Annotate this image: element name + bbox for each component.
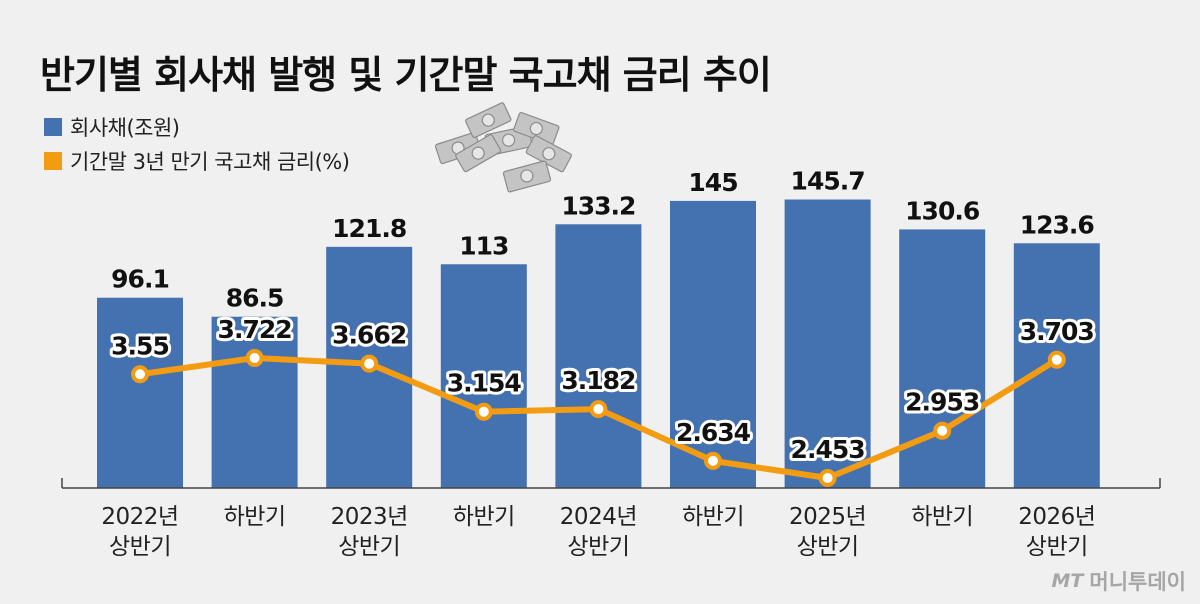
legend: 회사채(조원) 기간말 3년 만기 국고채 금리(%) [44, 110, 350, 178]
bar-value-label: 113 [459, 231, 508, 260]
bar-value-label: 96.1 [111, 265, 169, 294]
rate-value-label: 3.55 [111, 331, 169, 360]
legend-item-bonds: 회사채(조원) [44, 110, 349, 144]
rate-value-label: 3.703 [1020, 317, 1094, 346]
chart-title: 반기별 회사채 발행 및 기간말 국고채 금리 추이 [40, 53, 772, 97]
x-tick-label: 2023년 [331, 504, 408, 530]
x-tick-label: 상반기 [109, 534, 171, 560]
bar [670, 200, 756, 488]
rate-point [131, 365, 149, 384]
money-stack-icon [434, 102, 572, 193]
x-tick-label: 하반기 [453, 504, 515, 530]
rate-point [1047, 350, 1066, 369]
rate-value-label: 2.453 [791, 435, 865, 464]
bar-value-label: 145.7 [791, 167, 865, 196]
bar-value-label: 121.8 [332, 214, 406, 243]
rate-value-label: 2.634 [676, 418, 751, 447]
rate-value-label: 3.182 [561, 366, 635, 395]
x-tick-label: 상반기 [567, 534, 629, 560]
rate-point [933, 421, 952, 440]
legend-label-bonds: 회사채(조원) [70, 116, 180, 140]
rate-point [704, 451, 722, 470]
rate-point [474, 402, 493, 421]
bar-value-label: 123.6 [1020, 210, 1095, 239]
bar [555, 224, 642, 488]
rate-point [360, 354, 379, 373]
bar [784, 199, 871, 488]
x-tick-label: 2026년 [1018, 504, 1095, 530]
x-tick-label: 상반기 [797, 534, 859, 560]
bar [211, 316, 298, 488]
rate-value-label: 3.154 [447, 369, 522, 398]
bar [899, 229, 986, 489]
bar-value-label: 145 [688, 168, 737, 197]
bar [97, 297, 183, 488]
rate-point [589, 400, 608, 419]
watermark: MT 머니투데이 [1052, 566, 1186, 596]
legend-swatch-rate [44, 152, 62, 170]
bar-value-label: 86.5 [226, 284, 284, 313]
rate-value-label: 2.953 [905, 388, 979, 417]
rate-point [818, 469, 837, 487]
bar-value-label: 133.2 [561, 191, 635, 220]
bar-value-label: 130.6 [905, 196, 980, 225]
x-tick-label: 상반기 [338, 534, 400, 560]
rate-value-label: 3.662 [332, 321, 406, 350]
x-tick-label: 하반기 [911, 504, 973, 530]
watermark-logo: MT [1051, 570, 1084, 592]
legend-label-rate: 기간말 3년 만기 국고채 금리(%) [70, 150, 350, 174]
x-tick-label: 2024년 [560, 504, 637, 530]
bar [440, 264, 527, 488]
x-tick-label: 2022년 [101, 504, 178, 530]
x-tick-label: 하반기 [224, 504, 286, 530]
rate-value-label: 3.722 [218, 315, 292, 344]
x-tick-label: 하반기 [682, 504, 744, 530]
x-tick-label: 2025년 [789, 504, 866, 530]
x-tick-label: 상반기 [1026, 534, 1088, 560]
legend-item-rate: 기간말 3년 만기 국고채 금리(%) [44, 144, 350, 178]
watermark-name: 머니투데이 [1089, 570, 1186, 594]
legend-swatch-bonds [44, 118, 62, 136]
rate-point [245, 349, 264, 367]
